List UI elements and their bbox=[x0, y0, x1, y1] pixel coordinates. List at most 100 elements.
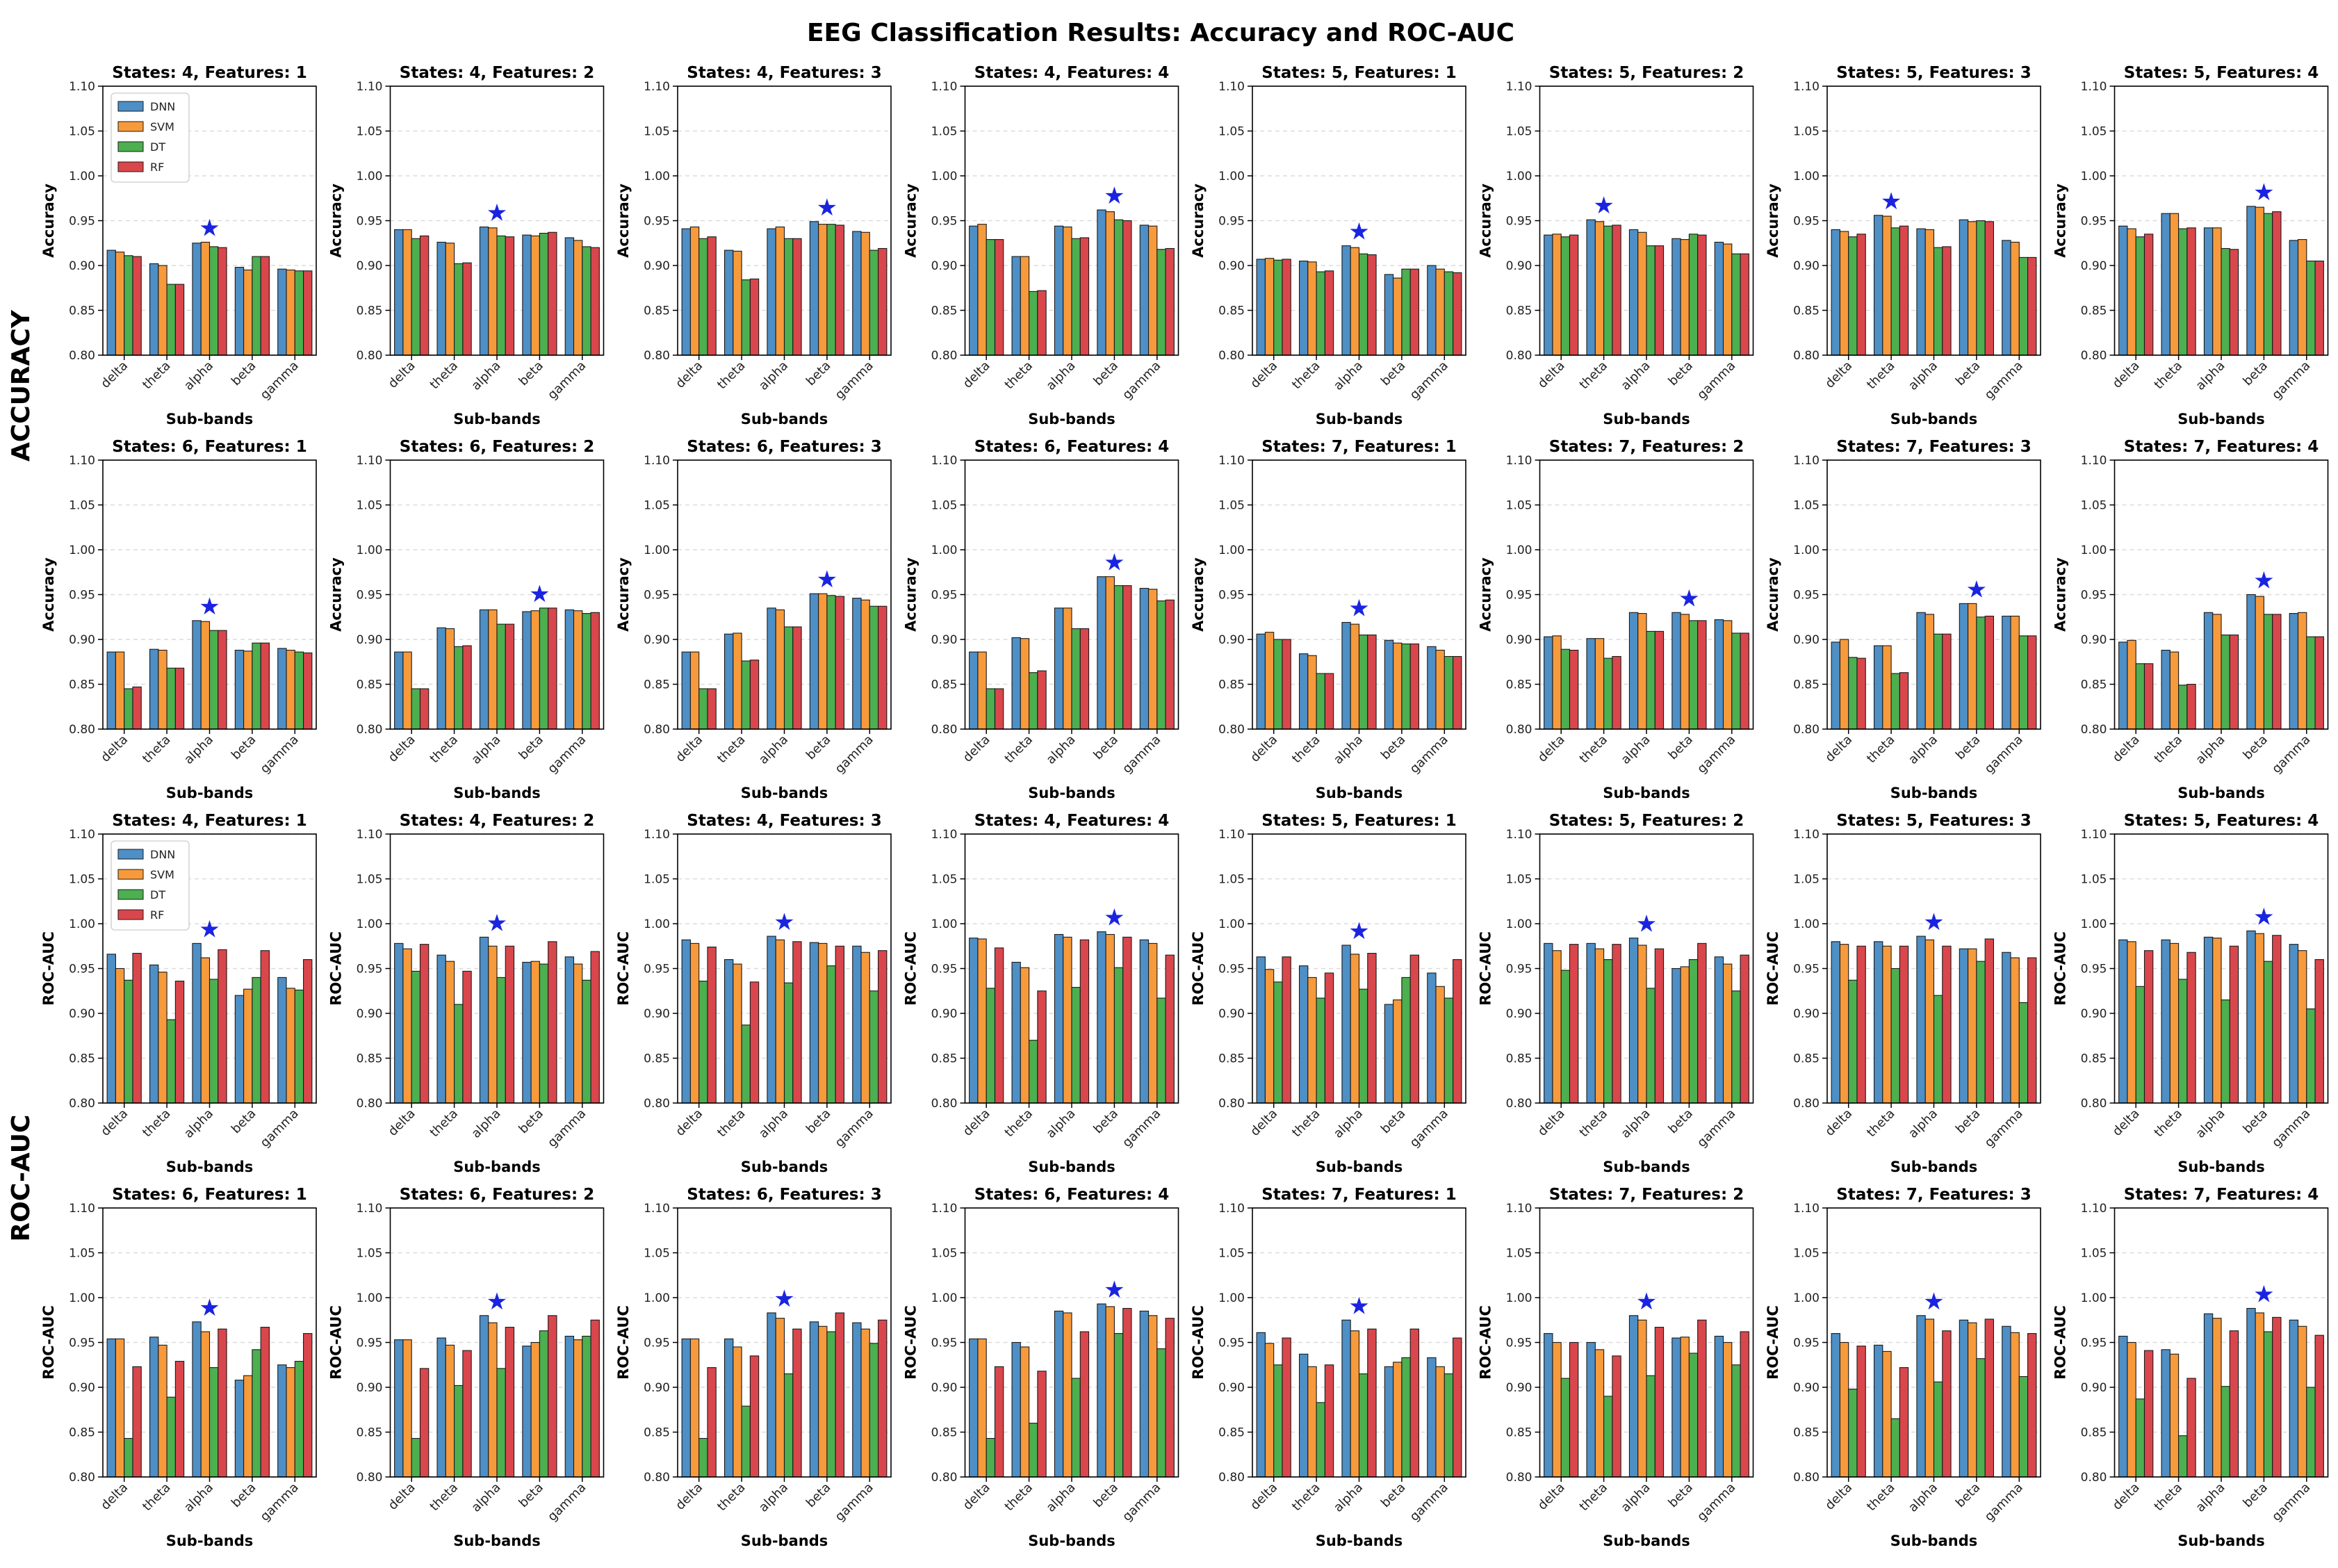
x-tick-label: alpha bbox=[2193, 359, 2227, 393]
bar-dt-gamma bbox=[2018, 256, 2029, 356]
y-tick-label: 1.10 bbox=[931, 1202, 958, 1216]
x-tick-label: beta bbox=[1090, 359, 1121, 389]
x-tick-label: alpha bbox=[1043, 1480, 1078, 1515]
bar-dnn-alpha bbox=[2203, 1313, 2214, 1478]
y-tick-label: 0.95 bbox=[2081, 1337, 2107, 1350]
bar-rf-beta bbox=[835, 596, 845, 730]
x-tick-label: theta bbox=[1577, 1106, 1611, 1141]
bar-rf-gamma bbox=[1453, 959, 1462, 1104]
y-tick-label: 0.80 bbox=[931, 1097, 958, 1111]
bar-rf-beta bbox=[260, 950, 270, 1104]
bar-dnn-beta bbox=[1384, 1004, 1394, 1104]
legend-label-rf: RF bbox=[150, 161, 164, 174]
bar-dt-theta bbox=[454, 263, 464, 356]
bar-svm-alpha bbox=[488, 1322, 498, 1478]
y-tick-label: 0.95 bbox=[1218, 215, 1245, 229]
bar-svm-delta bbox=[115, 651, 125, 730]
subplot-17: 0.80 0.85 0.90 0.95 1.00 1.05 1.10 delta theta al… bbox=[40, 812, 317, 1175]
y-tick-label: 0.80 bbox=[357, 723, 383, 737]
bar-svm-alpha bbox=[775, 226, 785, 356]
x-tick-label: theta bbox=[1864, 733, 1898, 767]
bar-rf-theta bbox=[1612, 655, 1621, 730]
bar-dnn-alpha bbox=[1054, 933, 1064, 1104]
bar-dnn-gamma bbox=[1139, 1310, 1150, 1478]
axes-frame bbox=[2114, 1207, 2329, 1478]
bar-svm-alpha bbox=[200, 241, 211, 356]
bar-rf-beta bbox=[548, 1315, 557, 1478]
bar-dnn-alpha bbox=[2203, 612, 2214, 730]
bar-dt-gamma bbox=[294, 1361, 304, 1478]
y-tick-label: 0.95 bbox=[1793, 1337, 1820, 1350]
legend-swatch-rf bbox=[117, 909, 144, 920]
y-axis-label: Accuracy bbox=[903, 557, 919, 632]
bar-svm-alpha bbox=[1924, 229, 1935, 356]
bar-rf-beta bbox=[260, 642, 270, 730]
bar-dt-delta bbox=[986, 239, 996, 356]
bar-svm-theta bbox=[445, 628, 455, 730]
bar-rf-beta bbox=[1984, 938, 1995, 1104]
bar-svm-delta bbox=[2127, 941, 2136, 1104]
bar-svm-delta bbox=[2127, 639, 2136, 730]
y-axis-label: Accuracy bbox=[40, 183, 57, 258]
y-tick-label: 0.90 bbox=[1793, 1007, 1820, 1021]
bar-dnn-beta bbox=[809, 942, 819, 1104]
x-axis-label: Sub-bands bbox=[2177, 411, 2265, 427]
x-tick-label: delta bbox=[1535, 1106, 1568, 1139]
subplot-title: States: 7, Features: 1 bbox=[1261, 438, 1456, 456]
bar-rf-alpha bbox=[218, 1328, 227, 1478]
bar-dt-delta bbox=[2135, 986, 2145, 1104]
bar-svm-delta bbox=[1552, 234, 1562, 356]
legend-swatch-svm bbox=[117, 869, 144, 880]
bar-dnn-delta bbox=[1544, 234, 1553, 356]
bar-svm-beta bbox=[243, 1375, 253, 1478]
bar-dnn-theta bbox=[1586, 942, 1596, 1104]
axes-frame bbox=[1539, 833, 1754, 1104]
y-tick-label: 0.90 bbox=[69, 259, 95, 273]
bar-dt-beta bbox=[252, 642, 261, 730]
best-star-marker: ★ bbox=[199, 915, 220, 943]
x-tick-label: beta bbox=[1090, 1106, 1121, 1137]
bar-dt-beta bbox=[539, 607, 549, 730]
bar-dt-delta bbox=[1560, 970, 1571, 1104]
bar-svm-delta bbox=[977, 938, 987, 1104]
y-tick-label: 0.95 bbox=[931, 589, 958, 603]
bar-svm-gamma bbox=[1147, 1315, 1158, 1478]
bar-dnn-delta bbox=[681, 651, 691, 730]
best-star-marker: ★ bbox=[487, 909, 507, 937]
x-tick-label: delta bbox=[2110, 1480, 2143, 1513]
bar-svm-beta bbox=[818, 942, 828, 1104]
bar-svm-alpha bbox=[1063, 607, 1072, 730]
y-axis-label: ROC-AUC bbox=[328, 931, 345, 1006]
bar-svm-gamma bbox=[1147, 942, 1158, 1104]
bar-dt-theta bbox=[1890, 1418, 1900, 1478]
x-tick-label: delta bbox=[386, 1480, 418, 1513]
bar-dnn-alpha bbox=[1628, 1315, 1639, 1478]
bar-svm-alpha bbox=[1350, 623, 1360, 730]
bar-svm-alpha bbox=[775, 1318, 785, 1478]
bar-dt-beta bbox=[252, 977, 261, 1104]
x-axis-label: Sub-bands bbox=[741, 1159, 828, 1175]
bar-dt-alpha bbox=[209, 979, 219, 1104]
y-axis-label: ROC-AUC bbox=[2052, 1305, 2069, 1380]
x-tick-label: beta bbox=[1953, 1106, 1984, 1137]
x-tick-label: beta bbox=[1090, 1480, 1121, 1511]
y-tick-label: 1.00 bbox=[2081, 917, 2107, 931]
bar-dnn-beta bbox=[2246, 930, 2256, 1104]
x-tick-label: alpha bbox=[181, 1106, 216, 1141]
bar-svm-alpha bbox=[1350, 954, 1360, 1104]
y-tick-label: 0.80 bbox=[931, 1471, 958, 1485]
bar-rf-gamma bbox=[1453, 655, 1462, 730]
axes-frame bbox=[1826, 85, 2041, 356]
best-star-marker: ★ bbox=[1593, 192, 1614, 220]
x-tick-label: delta bbox=[1535, 359, 1568, 391]
bar-dnn-gamma bbox=[564, 1335, 575, 1478]
legend-label-dt: DT bbox=[150, 140, 165, 154]
bar-rf-gamma bbox=[303, 270, 313, 356]
axes-frame bbox=[964, 85, 1179, 356]
axes-frame bbox=[2114, 459, 2329, 730]
bar-dt-beta bbox=[1113, 967, 1124, 1104]
y-tick-label: 0.85 bbox=[931, 678, 958, 692]
bar-svm-beta bbox=[243, 651, 253, 730]
axes-frame bbox=[389, 833, 605, 1104]
bar-dt-beta bbox=[1688, 959, 1699, 1104]
